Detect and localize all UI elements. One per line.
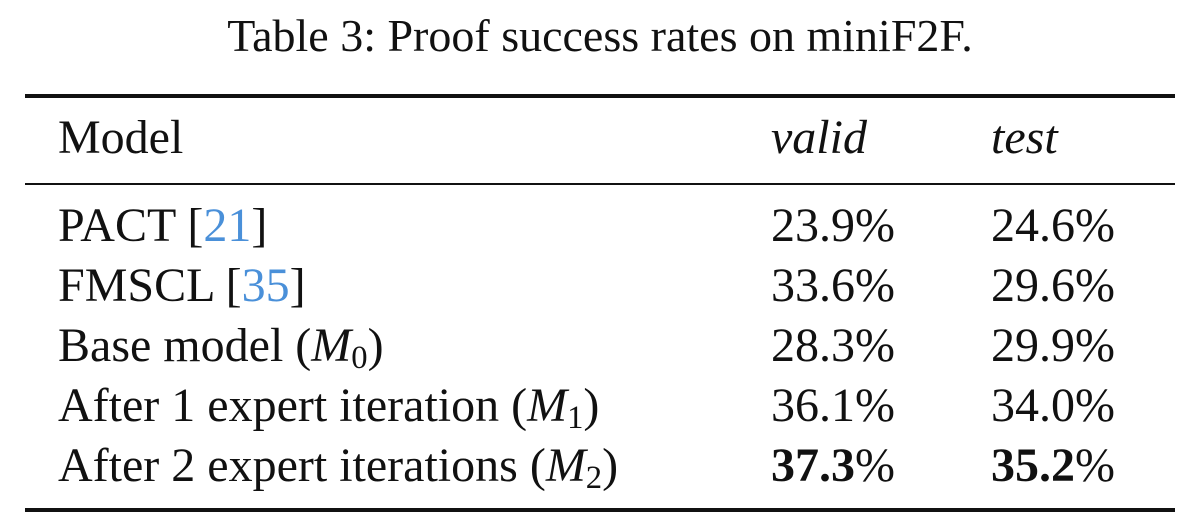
top-rule	[25, 94, 1175, 98]
model-name: After 2 expert iterations (M2)	[58, 439, 619, 497]
table-row: Base model (M0) 28.3% 29.9%	[0, 316, 1200, 376]
header-valid: valid	[771, 111, 867, 164]
test-value: 29.9%	[991, 319, 1115, 372]
citation-link[interactable]: 21	[203, 199, 252, 252]
table-row: After 1 expert iteration (M1) 36.1% 34.0…	[0, 376, 1200, 436]
valid-value: 36.1%	[771, 379, 895, 432]
valid-value: 28.3%	[771, 319, 895, 372]
table-caption: Table 3: Proof success rates on miniF2F.	[227, 10, 973, 61]
citation-link[interactable]: 35	[241, 259, 290, 312]
model-name: After 1 expert iteration (M1)	[58, 379, 600, 437]
table-header-row: Model valid test	[0, 108, 1200, 168]
table-row: PACT [21] 23.9% 24.6%	[0, 196, 1200, 256]
valid-value: 33.6%	[771, 259, 895, 312]
table-row: After 2 expert iterations (M2) 37.3% 35.…	[0, 436, 1200, 496]
header-test: test	[991, 111, 1058, 164]
test-value: 24.6%	[991, 199, 1115, 252]
mid-rule	[25, 183, 1175, 185]
test-value: 29.6%	[991, 259, 1115, 312]
test-value: 34.0%	[991, 379, 1115, 432]
model-name: PACT [21]	[58, 199, 268, 252]
model-name: FMSCL [35]	[58, 259, 306, 312]
model-name: Base model (M0)	[58, 319, 384, 377]
header-model: Model	[58, 111, 184, 164]
table-row: FMSCL [35] 33.6% 29.6%	[0, 256, 1200, 316]
valid-value: 37.3%	[771, 439, 895, 492]
bottom-rule	[25, 508, 1175, 512]
test-value: 35.2%	[991, 439, 1115, 492]
valid-value: 23.9%	[771, 199, 895, 252]
